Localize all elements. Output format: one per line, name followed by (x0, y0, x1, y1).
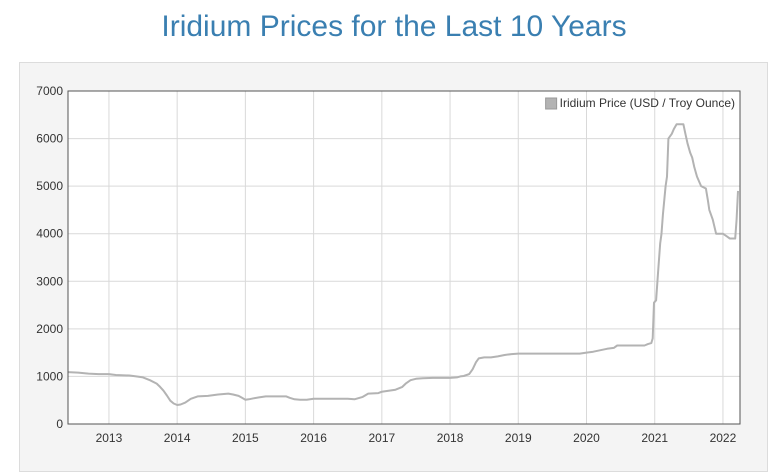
y-tick-label: 1000 (36, 369, 63, 383)
legend-label: Iridium Price (USD / Troy Ounce) (560, 96, 735, 110)
x-tick-label: 2022 (710, 431, 737, 445)
x-tick-label: 2017 (368, 431, 395, 445)
x-tick-label: 2021 (641, 431, 668, 445)
legend-swatch (545, 97, 558, 110)
page-title: Iridium Prices for the Last 10 Years (161, 10, 627, 43)
series-line-iridium-price (67, 123, 739, 406)
x-tick-label: 2014 (164, 431, 191, 445)
y-tick-label: 6000 (36, 132, 63, 146)
y-tick-label: 2000 (36, 322, 63, 336)
plot-area (68, 91, 740, 424)
y-axis-tick-labels: 0 1000 2000 3000 4000 5000 6000 7000 (36, 84, 63, 431)
y-tick-label: 0 (56, 417, 63, 431)
legend: Iridium Price (USD / Troy Ounce) (545, 96, 735, 110)
y-tick-label: 3000 (36, 274, 63, 288)
x-tick-label: 2015 (232, 431, 259, 445)
plot-border (67, 90, 741, 425)
y-tick-label: 5000 (36, 179, 63, 193)
x-tick-label: 2016 (300, 431, 327, 445)
x-axis-tick-labels: 2013 2014 2015 2016 2017 2018 2019 2020 2021 2022 (96, 431, 737, 445)
x-tick-label: 2019 (505, 431, 532, 445)
grid-lines (68, 90, 740, 425)
x-tick-label: 2020 (573, 431, 600, 445)
y-tick-label: 7000 (36, 84, 63, 98)
x-tick-label: 2018 (437, 431, 464, 445)
y-tick-label: 4000 (36, 227, 63, 241)
x-tick-label: 2013 (96, 431, 123, 445)
